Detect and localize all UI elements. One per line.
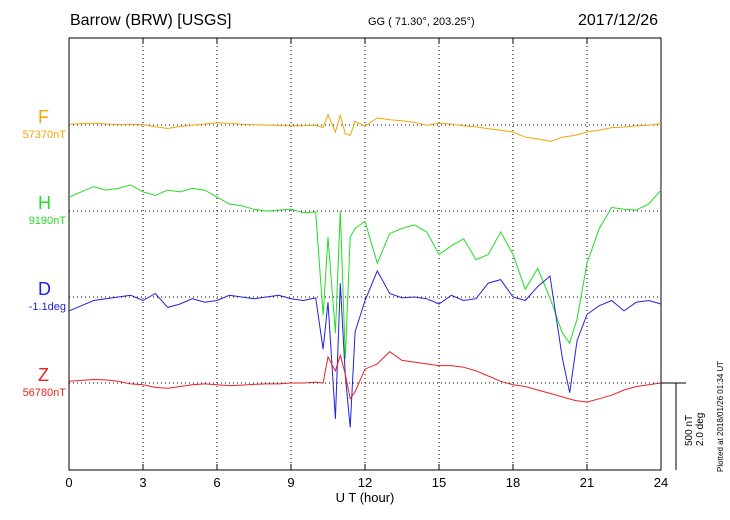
x-tick-label: 15 [432,475,446,490]
x-tick-label: 3 [139,475,146,490]
scale-bar [661,382,686,470]
scale-nt-label: 500 nT [684,414,695,446]
series-name-d: D [38,279,51,299]
series-line-h [68,184,662,359]
series-line-d [68,269,662,428]
series-name-z: Z [38,365,49,385]
x-tick-label: 24 [654,475,668,490]
station-coordinates: GG ( 71.30°, 203.25°) [368,16,475,28]
series-name-f: F [38,107,49,127]
x-tick-label: 21 [580,475,594,490]
scale-deg-label: 2.0 deg [695,412,706,446]
station-title: Barrow (BRW) [USGS] [70,12,232,29]
x-tick-label: 0 [65,475,72,490]
x-tick-label: 12 [358,475,372,490]
series-baseline-z: 56780nT [22,387,66,399]
series-name-h: H [38,193,51,213]
series-layer [68,113,662,428]
x-tick-label: 6 [213,475,220,490]
grid-lines [69,38,661,470]
x-tick-label: 9 [287,475,294,490]
series-line-f [68,113,662,143]
x-tick-label: 18 [506,475,520,490]
x-axis-label: U T (hour) [336,490,395,505]
scale-bar-labels: 500 nT 2.0 deg [684,413,706,446]
series-line-z [68,351,662,403]
chart-date: 2017/12/26 [578,12,659,29]
plotted-timestamp: Plotted at 2018/01/26 01:34 UT [716,360,725,472]
series-baseline-d: -1.1deg [28,301,66,313]
series-baseline-f: 57370nT [22,129,66,141]
x-axis-ticks: 0 3 6 9 12 15 18 21 24 [65,38,668,490]
series-baseline-h: 9190nT [28,215,66,227]
